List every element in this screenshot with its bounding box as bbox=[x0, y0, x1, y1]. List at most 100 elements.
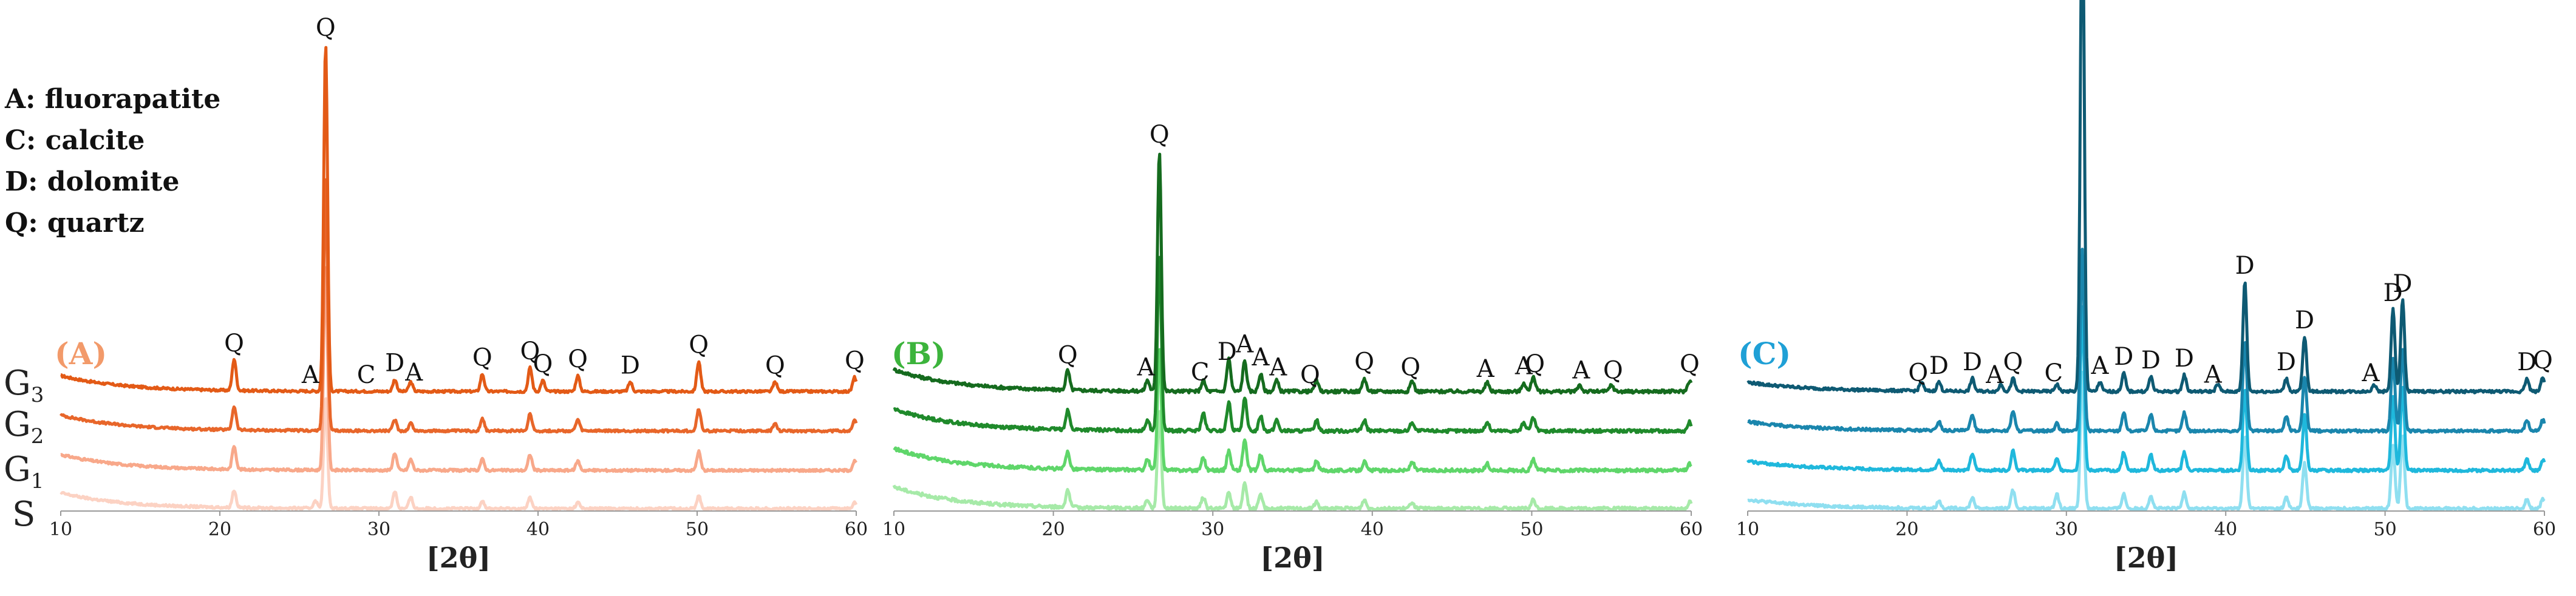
x-tick-label: 50 bbox=[686, 519, 709, 540]
peak-annotation: Q bbox=[845, 347, 865, 375]
legend-entry-calcite: C: calcite bbox=[5, 125, 145, 156]
x-tick-label: 20 bbox=[1895, 519, 1918, 540]
x-tick-label: 20 bbox=[1042, 519, 1065, 540]
series-line-g3 bbox=[60, 46, 858, 395]
peak-annotation: A bbox=[1269, 353, 1287, 381]
peak-annotation: Q bbox=[316, 14, 336, 42]
x-tick-label: 30 bbox=[2055, 519, 2078, 540]
sample-label-s: S bbox=[12, 495, 35, 534]
peak-annotation: A bbox=[1136, 353, 1155, 381]
legend-entry-quartz: Q: quartz bbox=[5, 208, 145, 239]
peak-annotation: A bbox=[1572, 356, 1590, 384]
peak-annotation: D bbox=[1963, 348, 1982, 376]
series-line-s bbox=[892, 410, 1693, 512]
peak-annotation: Q bbox=[1603, 356, 1623, 384]
peak-annotation: Q bbox=[2003, 348, 2023, 376]
peak-annotation: D bbox=[1218, 338, 1237, 366]
series-line-g2 bbox=[893, 256, 1693, 435]
series-line-g2 bbox=[1747, 248, 2546, 434]
peak-annotation: D bbox=[2141, 347, 2161, 374]
peak-annotation: Q bbox=[689, 331, 709, 359]
legend-entry-fluorapatite: A: fluorapatite bbox=[4, 84, 220, 115]
peak-annotation: D bbox=[2235, 252, 2255, 280]
sample-labels: G3 G2 G1 S bbox=[4, 364, 44, 534]
x-tick-label: 50 bbox=[2374, 519, 2397, 540]
peak-annotation: Q bbox=[1354, 348, 1374, 376]
peak-annotation: Q bbox=[1400, 353, 1420, 381]
series-line-g1 bbox=[1746, 305, 2546, 473]
x-tick-label: 40 bbox=[1361, 519, 1384, 540]
peak-annotation: A bbox=[2362, 359, 2380, 387]
legend: A: fluorapatite C: calcite D: dolomite Q… bbox=[4, 84, 220, 239]
panel-label: (A) bbox=[55, 336, 107, 371]
peak-annotation: A bbox=[1476, 355, 1495, 383]
sample-label-g3: G3 bbox=[4, 364, 44, 407]
x-axis-label: [2θ] bbox=[426, 541, 491, 574]
peak-annotation: D bbox=[2295, 306, 2314, 334]
peak-annotation: C bbox=[1191, 359, 1210, 387]
peak-annotation: D bbox=[2114, 343, 2133, 371]
x-tick-label: 10 bbox=[1736, 519, 1759, 540]
sample-label-g2: G2 bbox=[4, 405, 44, 449]
peak-annotation: D bbox=[2383, 279, 2403, 307]
peak-annotation: A bbox=[2090, 352, 2109, 380]
peak-annotation: D bbox=[1929, 352, 1949, 380]
x-tick-label: 40 bbox=[526, 519, 550, 540]
x-axis-label: [2θ] bbox=[1260, 541, 1324, 574]
peak-annotation: Q bbox=[2533, 347, 2553, 374]
peak-annotation: D bbox=[2277, 348, 2296, 376]
x-tick-label: 50 bbox=[1520, 519, 1543, 540]
peak-annotation: Q bbox=[1525, 350, 1545, 378]
peak-annotation: A bbox=[2204, 361, 2223, 388]
series-line-g2 bbox=[60, 178, 858, 434]
peak-annotation: D bbox=[385, 350, 404, 378]
peak-annotation: Q bbox=[224, 330, 244, 357]
peak-annotation: A bbox=[1252, 344, 1270, 371]
series-line-s bbox=[60, 397, 858, 512]
panel-label: (B) bbox=[891, 336, 946, 371]
x-tick-label: 40 bbox=[2214, 519, 2237, 540]
series-line-g1 bbox=[60, 266, 857, 473]
x-axis-label: [2θ] bbox=[2114, 541, 2178, 574]
peak-annotation: Q bbox=[1908, 359, 1928, 387]
peak-annotation: D bbox=[2517, 348, 2537, 376]
series-line-g1 bbox=[893, 348, 1692, 474]
peak-annotation: D bbox=[621, 351, 640, 379]
peak-annotation: A bbox=[404, 359, 423, 387]
peak-annotation: C bbox=[357, 361, 376, 389]
x-tick-label: 30 bbox=[1201, 519, 1224, 540]
peak-annotation: Q bbox=[1300, 361, 1320, 389]
peak-annotation: A bbox=[301, 361, 320, 389]
peak-annotation: Q bbox=[1150, 121, 1170, 149]
peak-annotation: C bbox=[2045, 359, 2063, 387]
peak-annotation: D bbox=[2393, 270, 2412, 298]
panel-a: 10 20 30 40 50 60[2θ](A) QQA C D AQ QQ Q DQQ Q bbox=[49, 14, 868, 574]
x-tick-label: 60 bbox=[1680, 519, 1703, 540]
peak-annotation: Q bbox=[1058, 342, 1078, 370]
x-tick-label: 10 bbox=[882, 519, 905, 540]
series-line-s bbox=[1747, 371, 2546, 512]
x-tick-label: 60 bbox=[845, 519, 868, 540]
peak-annotation: Q bbox=[765, 351, 785, 379]
series-line-g3 bbox=[892, 152, 1693, 395]
x-tick-label: 30 bbox=[367, 519, 390, 540]
peak-annotation: Q bbox=[472, 344, 492, 371]
peak-annotation: D bbox=[2175, 345, 2194, 373]
legend-entry-dolomite: D: dolomite bbox=[5, 166, 179, 197]
panel-label: (C) bbox=[1738, 336, 1791, 371]
peak-annotation: Q bbox=[1680, 350, 1700, 378]
peak-annotation: A bbox=[1235, 331, 1254, 359]
peak-annotation: Q bbox=[533, 350, 553, 378]
sample-label-g1: G1 bbox=[4, 450, 44, 493]
peak-annotation: A bbox=[1985, 361, 2004, 389]
x-tick-label: 60 bbox=[2533, 519, 2556, 540]
x-tick-label: 10 bbox=[49, 519, 72, 540]
peak-annotation: A bbox=[1515, 353, 1533, 381]
peak-annotation: Q bbox=[568, 345, 588, 373]
x-tick-label: 20 bbox=[208, 519, 231, 540]
peak-annotation: Q bbox=[520, 337, 540, 365]
series-line-g3 bbox=[1746, 0, 2546, 395]
